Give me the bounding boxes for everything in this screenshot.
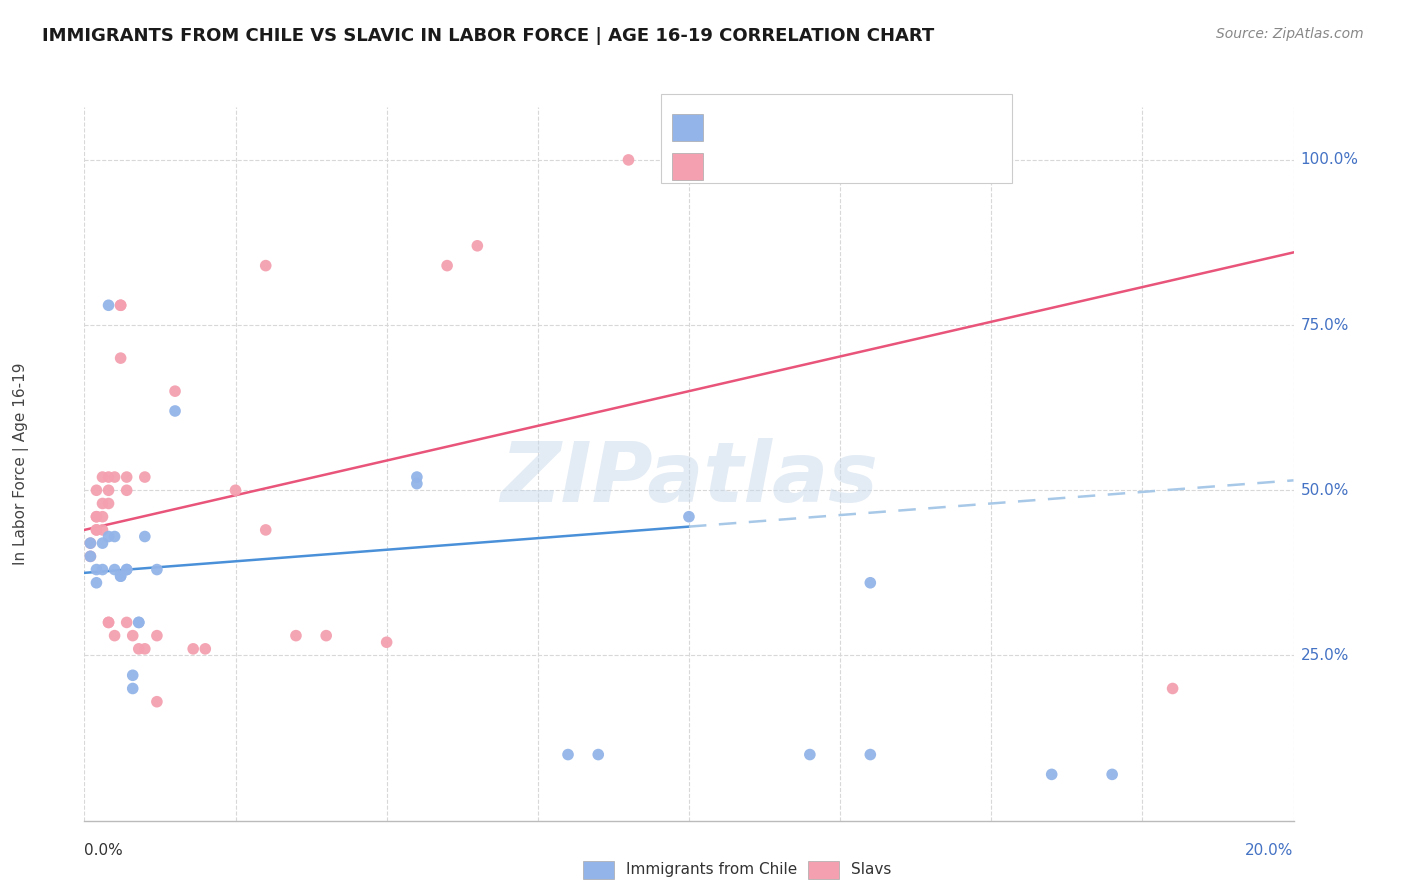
Point — [128, 615, 150, 630]
Text: 25.0%: 25.0% — [1301, 648, 1348, 663]
Point — [315, 629, 337, 643]
Point — [146, 695, 169, 709]
Point — [128, 615, 150, 630]
Point — [146, 629, 169, 643]
Point — [86, 509, 108, 524]
Point — [375, 635, 398, 649]
Text: In Labor Force | Age 16-19: In Labor Force | Age 16-19 — [13, 362, 30, 566]
Point — [110, 298, 132, 312]
Text: N =: N = — [823, 119, 875, 136]
Text: N =: N = — [823, 158, 875, 176]
Point — [79, 536, 101, 550]
Point — [104, 563, 127, 577]
Point — [1161, 681, 1184, 696]
Point — [115, 483, 138, 498]
Point — [97, 298, 120, 312]
Point — [110, 351, 132, 365]
Text: 20.0%: 20.0% — [1246, 843, 1294, 858]
Text: 0.0%: 0.0% — [84, 843, 124, 858]
Point — [86, 523, 108, 537]
Point — [115, 563, 138, 577]
Point — [588, 747, 610, 762]
Point — [406, 476, 429, 491]
Point — [678, 509, 700, 524]
Point — [163, 404, 186, 418]
Point — [799, 747, 821, 762]
Point — [121, 629, 143, 643]
Point — [91, 536, 114, 550]
Point — [284, 629, 308, 643]
Point — [557, 747, 579, 762]
Text: 100.0%: 100.0% — [1301, 153, 1358, 168]
Point — [617, 153, 640, 167]
Point — [225, 483, 247, 498]
Point — [436, 259, 458, 273]
Point — [86, 509, 108, 524]
Point — [134, 470, 156, 484]
Point — [104, 470, 127, 484]
Point — [104, 529, 127, 543]
Text: R =: R = — [717, 158, 756, 176]
Point — [110, 569, 132, 583]
Point — [86, 575, 108, 590]
Text: Immigrants from Chile: Immigrants from Chile — [626, 863, 797, 877]
Point — [121, 681, 143, 696]
Point — [194, 641, 217, 656]
Point — [181, 641, 204, 656]
Point — [79, 536, 101, 550]
Text: R =: R = — [717, 119, 756, 136]
Point — [91, 509, 114, 524]
Point — [254, 523, 277, 537]
Point — [91, 496, 114, 510]
Text: 0.287: 0.287 — [763, 158, 821, 176]
Point — [163, 384, 186, 399]
Point — [91, 523, 114, 537]
Point — [146, 563, 169, 577]
Point — [97, 615, 120, 630]
Point — [97, 483, 120, 498]
Text: IMMIGRANTS FROM CHILE VS SLAVIC IN LABOR FORCE | AGE 16-19 CORRELATION CHART: IMMIGRANTS FROM CHILE VS SLAVIC IN LABOR… — [42, 27, 935, 45]
Point — [1040, 767, 1063, 781]
Text: 75.0%: 75.0% — [1301, 318, 1348, 333]
Point — [86, 483, 108, 498]
Point — [79, 549, 101, 564]
Point — [859, 747, 882, 762]
Point — [467, 239, 489, 253]
Text: 0.197: 0.197 — [763, 119, 820, 136]
Text: 43: 43 — [870, 158, 896, 176]
Point — [128, 641, 150, 656]
Point — [134, 529, 156, 543]
Text: ZIPatlas: ZIPatlas — [501, 438, 877, 518]
Point — [104, 629, 127, 643]
Point — [86, 523, 108, 537]
Point — [97, 496, 120, 510]
Point — [115, 615, 138, 630]
Text: 50.0%: 50.0% — [1301, 483, 1348, 498]
Point — [79, 549, 101, 564]
Point — [97, 615, 120, 630]
Point — [97, 470, 120, 484]
Point — [91, 470, 114, 484]
Point — [115, 563, 138, 577]
Point — [254, 259, 277, 273]
Point — [134, 641, 156, 656]
Point — [110, 298, 132, 312]
Point — [406, 470, 429, 484]
Point — [110, 569, 132, 583]
Point — [86, 563, 108, 577]
Point — [121, 668, 143, 682]
Point — [91, 563, 114, 577]
Point — [97, 529, 120, 543]
Text: 24: 24 — [870, 119, 896, 136]
Point — [859, 575, 882, 590]
Point — [1101, 767, 1123, 781]
Text: Slavs: Slavs — [851, 863, 891, 877]
Point — [115, 470, 138, 484]
Text: Source: ZipAtlas.com: Source: ZipAtlas.com — [1216, 27, 1364, 41]
